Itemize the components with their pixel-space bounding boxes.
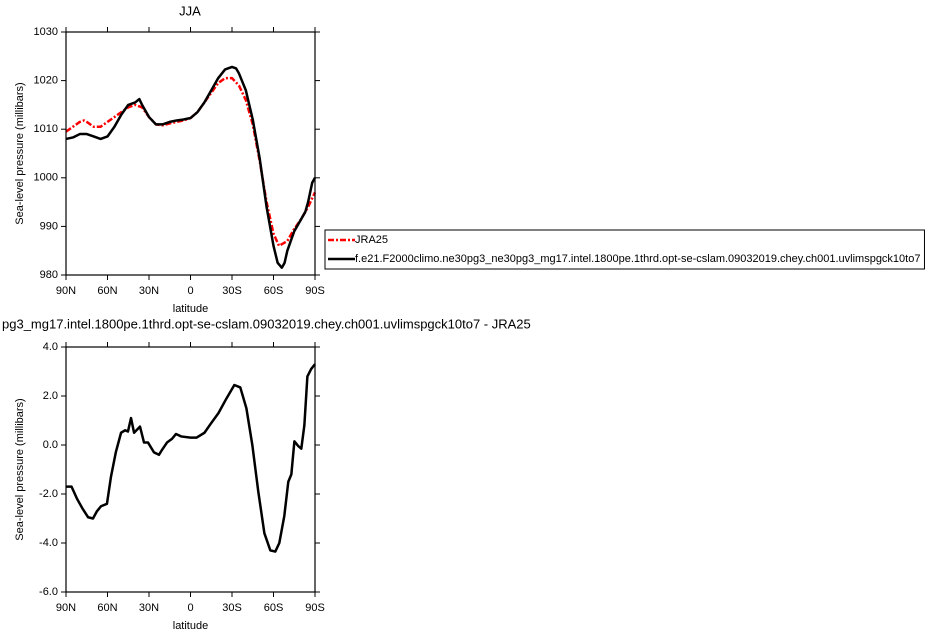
x-tick-label: 60N [97,285,117,297]
x-tick-label: 90S [305,602,325,614]
x-tick-label: 30N [139,285,159,297]
plot: pg3_mg17.intel.1800pe.1thrd.opt-se-cslam… [2,316,531,631]
data-line [65,76,317,248]
x-tick-label: 60S [264,285,284,297]
x-tick-label: 0 [187,285,193,297]
y-tick-label: -4.0 [39,537,58,549]
y-tick-label: 2.0 [43,390,58,402]
x-tick-label: 90N [56,602,76,614]
x-tick-label: 60N [97,602,117,614]
x-axis-label: latitude [173,303,208,315]
data-line [65,65,317,269]
y-tick-label: 1010 [34,123,58,135]
x-tick-label: 30S [222,285,242,297]
y-tick-label: 1030 [34,26,58,38]
data-line [66,363,316,553]
legend-label: JRA25 [355,234,388,246]
x-tick-label: 30N [139,602,159,614]
x-tick-label: 90S [305,285,325,297]
y-tick-label: 4.0 [43,341,58,353]
y-tick-label: 990 [40,220,58,232]
legend-box [324,229,925,270]
y-tick-label: 1020 [34,75,58,87]
x-tick-label: 30S [222,602,242,614]
y-axis-label: Sea-level pressure (millibars) [14,82,26,224]
y-tick-label: 1000 [34,172,58,184]
y-tick-label: 0.0 [43,439,58,451]
chart-title: JJA [179,3,201,18]
y-tick-label: -6.0 [39,586,58,598]
legend-label: f.e21.F2000climo.ne30pg3_ne30pg3_mg17.in… [355,253,920,265]
legend: JRA25 f.e21.F2000climo.ne30pg3_ne30pg3_mg… [324,229,925,270]
x-tick-label: 0 [187,602,193,614]
plot-frame [65,31,316,276]
y-tick-label: 980 [40,269,58,281]
x-tick-label: 60S [264,602,284,614]
plot: JJA latitude Sea-level pressure (millibars… [14,3,925,315]
plot-frame [65,346,316,593]
y-axis-label: Sea-level pressure (millibars) [14,398,26,540]
x-tick-label: 90N [56,285,76,297]
x-axis-label: latitude [173,620,208,632]
y-tick-label: -2.0 [39,488,58,500]
chart-title: pg3_mg17.intel.1800pe.1thrd.opt-se-cslam… [2,316,531,331]
